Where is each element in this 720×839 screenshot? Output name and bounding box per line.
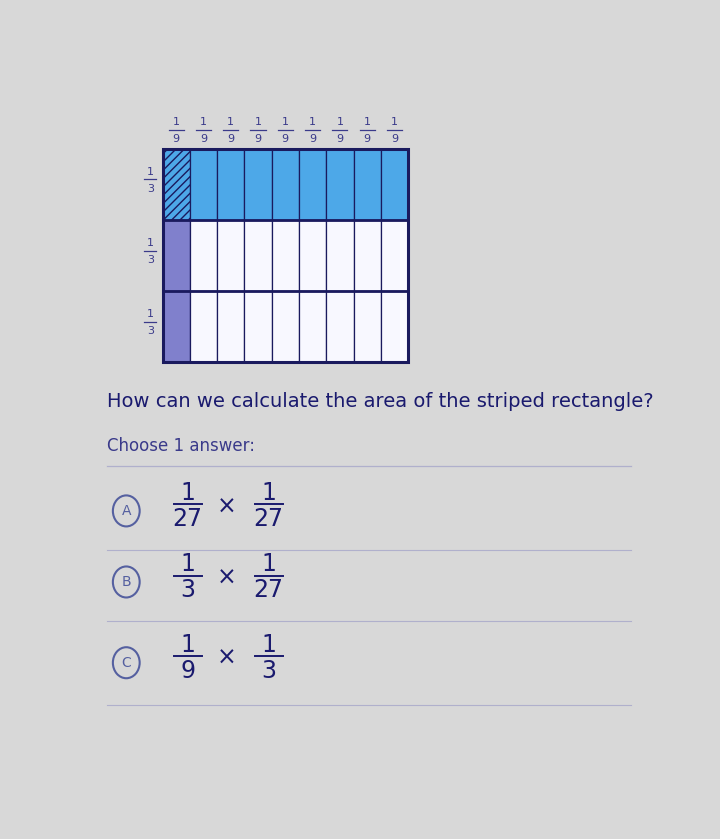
- Text: 1: 1: [200, 117, 207, 127]
- Bar: [163, 291, 190, 362]
- Bar: [354, 149, 381, 220]
- Text: 1: 1: [261, 633, 276, 657]
- Text: 1: 1: [261, 552, 276, 576]
- Bar: [354, 291, 381, 362]
- Text: 1: 1: [391, 117, 398, 127]
- Text: ×: ×: [217, 646, 237, 670]
- Text: ×: ×: [217, 494, 237, 519]
- Text: 9: 9: [254, 133, 261, 143]
- Text: 1: 1: [282, 117, 289, 127]
- Text: 1: 1: [255, 117, 261, 127]
- Text: 1: 1: [180, 552, 195, 576]
- Bar: [217, 149, 244, 220]
- Bar: [381, 291, 408, 362]
- Text: 1: 1: [173, 117, 180, 127]
- Text: 1: 1: [147, 237, 154, 248]
- Text: 1: 1: [261, 481, 276, 505]
- Text: 9: 9: [200, 133, 207, 143]
- Text: 27: 27: [253, 508, 284, 531]
- Text: A: A: [122, 504, 131, 518]
- Bar: [244, 149, 271, 220]
- Bar: [326, 149, 354, 220]
- Bar: [190, 220, 217, 291]
- Text: 1: 1: [180, 481, 195, 505]
- Bar: [271, 220, 299, 291]
- Bar: [354, 220, 381, 291]
- Text: 3: 3: [147, 255, 154, 265]
- Text: 9: 9: [173, 133, 180, 143]
- Bar: [299, 291, 326, 362]
- Bar: [381, 220, 408, 291]
- Bar: [271, 291, 299, 362]
- Bar: [163, 220, 190, 291]
- Text: ×: ×: [217, 565, 237, 590]
- Bar: [326, 291, 354, 362]
- Text: 3: 3: [147, 326, 154, 336]
- Text: Choose 1 answer:: Choose 1 answer:: [107, 437, 255, 456]
- Bar: [299, 149, 326, 220]
- Text: 9: 9: [228, 133, 234, 143]
- Text: 1: 1: [309, 117, 316, 127]
- Bar: [244, 220, 271, 291]
- Bar: [190, 291, 217, 362]
- Text: C: C: [122, 656, 131, 670]
- Text: 9: 9: [336, 133, 343, 143]
- Bar: [271, 149, 299, 220]
- Text: 27: 27: [253, 578, 284, 602]
- Bar: [381, 149, 408, 220]
- Text: 1: 1: [228, 117, 234, 127]
- Text: 9: 9: [391, 133, 398, 143]
- Text: 1: 1: [180, 633, 195, 657]
- Text: 9: 9: [180, 659, 195, 683]
- Bar: [217, 220, 244, 291]
- Text: 3: 3: [180, 578, 195, 602]
- Text: 27: 27: [173, 508, 202, 531]
- Text: 1: 1: [147, 167, 154, 177]
- Bar: [217, 291, 244, 362]
- Text: 9: 9: [282, 133, 289, 143]
- Text: How can we calculate the area of the striped rectangle?: How can we calculate the area of the str…: [107, 392, 653, 410]
- Bar: [326, 220, 354, 291]
- Text: 3: 3: [261, 659, 276, 683]
- Bar: [299, 220, 326, 291]
- Bar: [163, 149, 408, 362]
- Text: 3: 3: [147, 185, 154, 194]
- Text: 1: 1: [364, 117, 371, 127]
- Text: 1: 1: [336, 117, 343, 127]
- Text: 9: 9: [364, 133, 371, 143]
- Bar: [244, 291, 271, 362]
- Text: 9: 9: [309, 133, 316, 143]
- Text: 1: 1: [147, 309, 154, 319]
- Bar: [190, 149, 217, 220]
- Bar: [163, 149, 190, 220]
- Text: B: B: [122, 575, 131, 589]
